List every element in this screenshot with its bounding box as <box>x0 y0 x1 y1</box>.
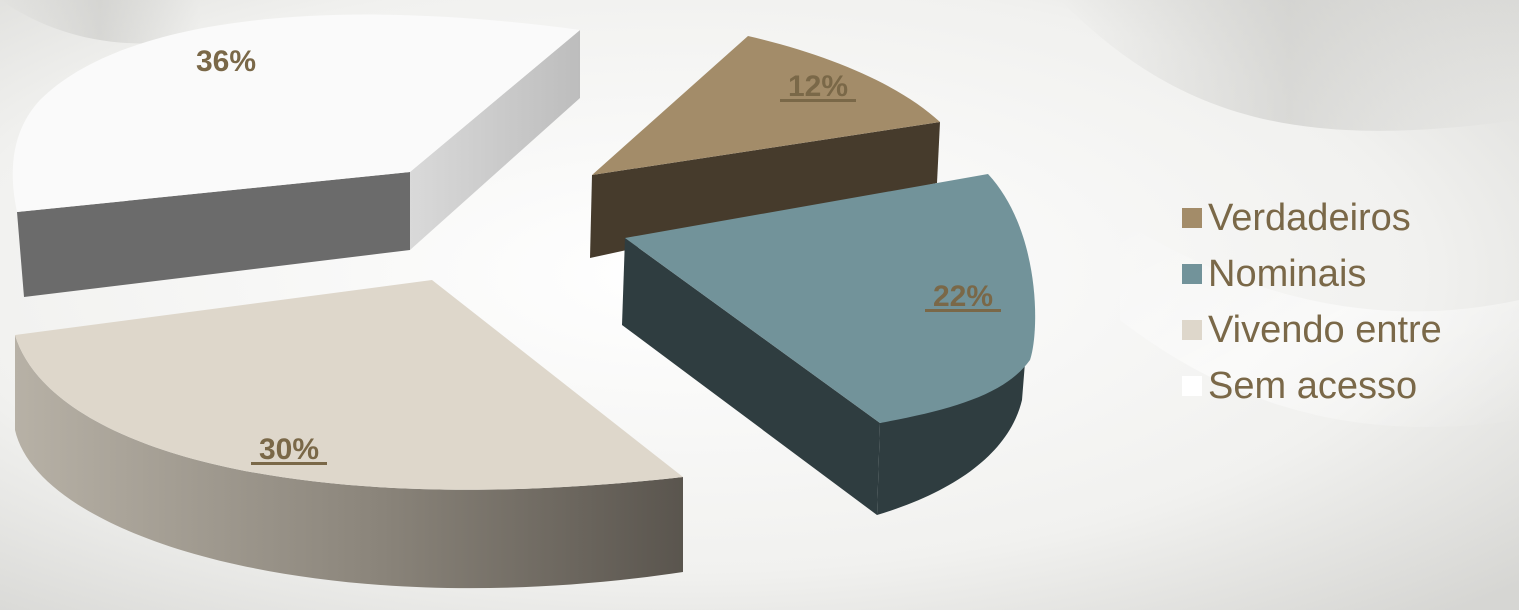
data-label-sem-acesso: 36% <box>196 45 256 78</box>
data-label-vivendo-entre-underline <box>251 462 327 465</box>
legend-label-sem-acesso: Sem acesso <box>1208 364 1418 407</box>
data-label-vivendo-entre: 30% <box>259 433 319 466</box>
legend-label-vivendo-entre: Vivendo entre <box>1208 308 1442 351</box>
slice-sem-acesso-top <box>12 14 581 212</box>
slice-nominais-side-rim <box>877 300 1030 515</box>
data-label-nominais: 22% <box>933 280 993 313</box>
slice-sem-acesso-side-edge <box>410 30 580 250</box>
data-label-verdadeiros-underline <box>780 99 856 102</box>
slice-sem-acesso-side-inner <box>17 172 410 297</box>
legend-swatch-sem-acesso <box>1182 376 1202 396</box>
legend-swatch-nominais <box>1182 264 1202 284</box>
background-silk-shadow <box>0 0 200 44</box>
legend-item-sem-acesso: Sem acesso <box>1182 358 1512 414</box>
legend-swatch-verdadeiros <box>1182 208 1202 228</box>
data-label-verdadeiros: 12% <box>788 70 848 103</box>
legend-swatch-vivendo-entre <box>1182 320 1202 340</box>
slice-vivendo-entre-side-rim <box>15 335 683 589</box>
legend: Verdadeiros Nominais Vivendo entre Sem a… <box>1182 190 1512 414</box>
slice-verdadeiros-top <box>592 36 940 175</box>
background-silk-highlight <box>1120 220 1519 427</box>
legend-item-verdadeiros: Verdadeiros <box>1182 190 1512 246</box>
legend-item-vivendo-entre: Vivendo entre <box>1182 302 1512 358</box>
slice-nominais-top <box>625 174 1036 423</box>
legend-label-verdadeiros: Verdadeiros <box>1208 196 1411 239</box>
background-silk-fold <box>1060 0 1519 131</box>
legend-item-nominais: Nominais <box>1182 246 1512 302</box>
legend-label-nominais: Nominais <box>1208 252 1367 295</box>
slice-vivendo-entre-top <box>15 280 683 490</box>
slice-verdadeiros-side-inner <box>590 122 940 258</box>
slice-nominais-side-inner <box>622 238 880 515</box>
data-labels: 36% 12% 22% 30% <box>196 45 1001 466</box>
data-label-nominais-underline <box>925 309 1001 312</box>
